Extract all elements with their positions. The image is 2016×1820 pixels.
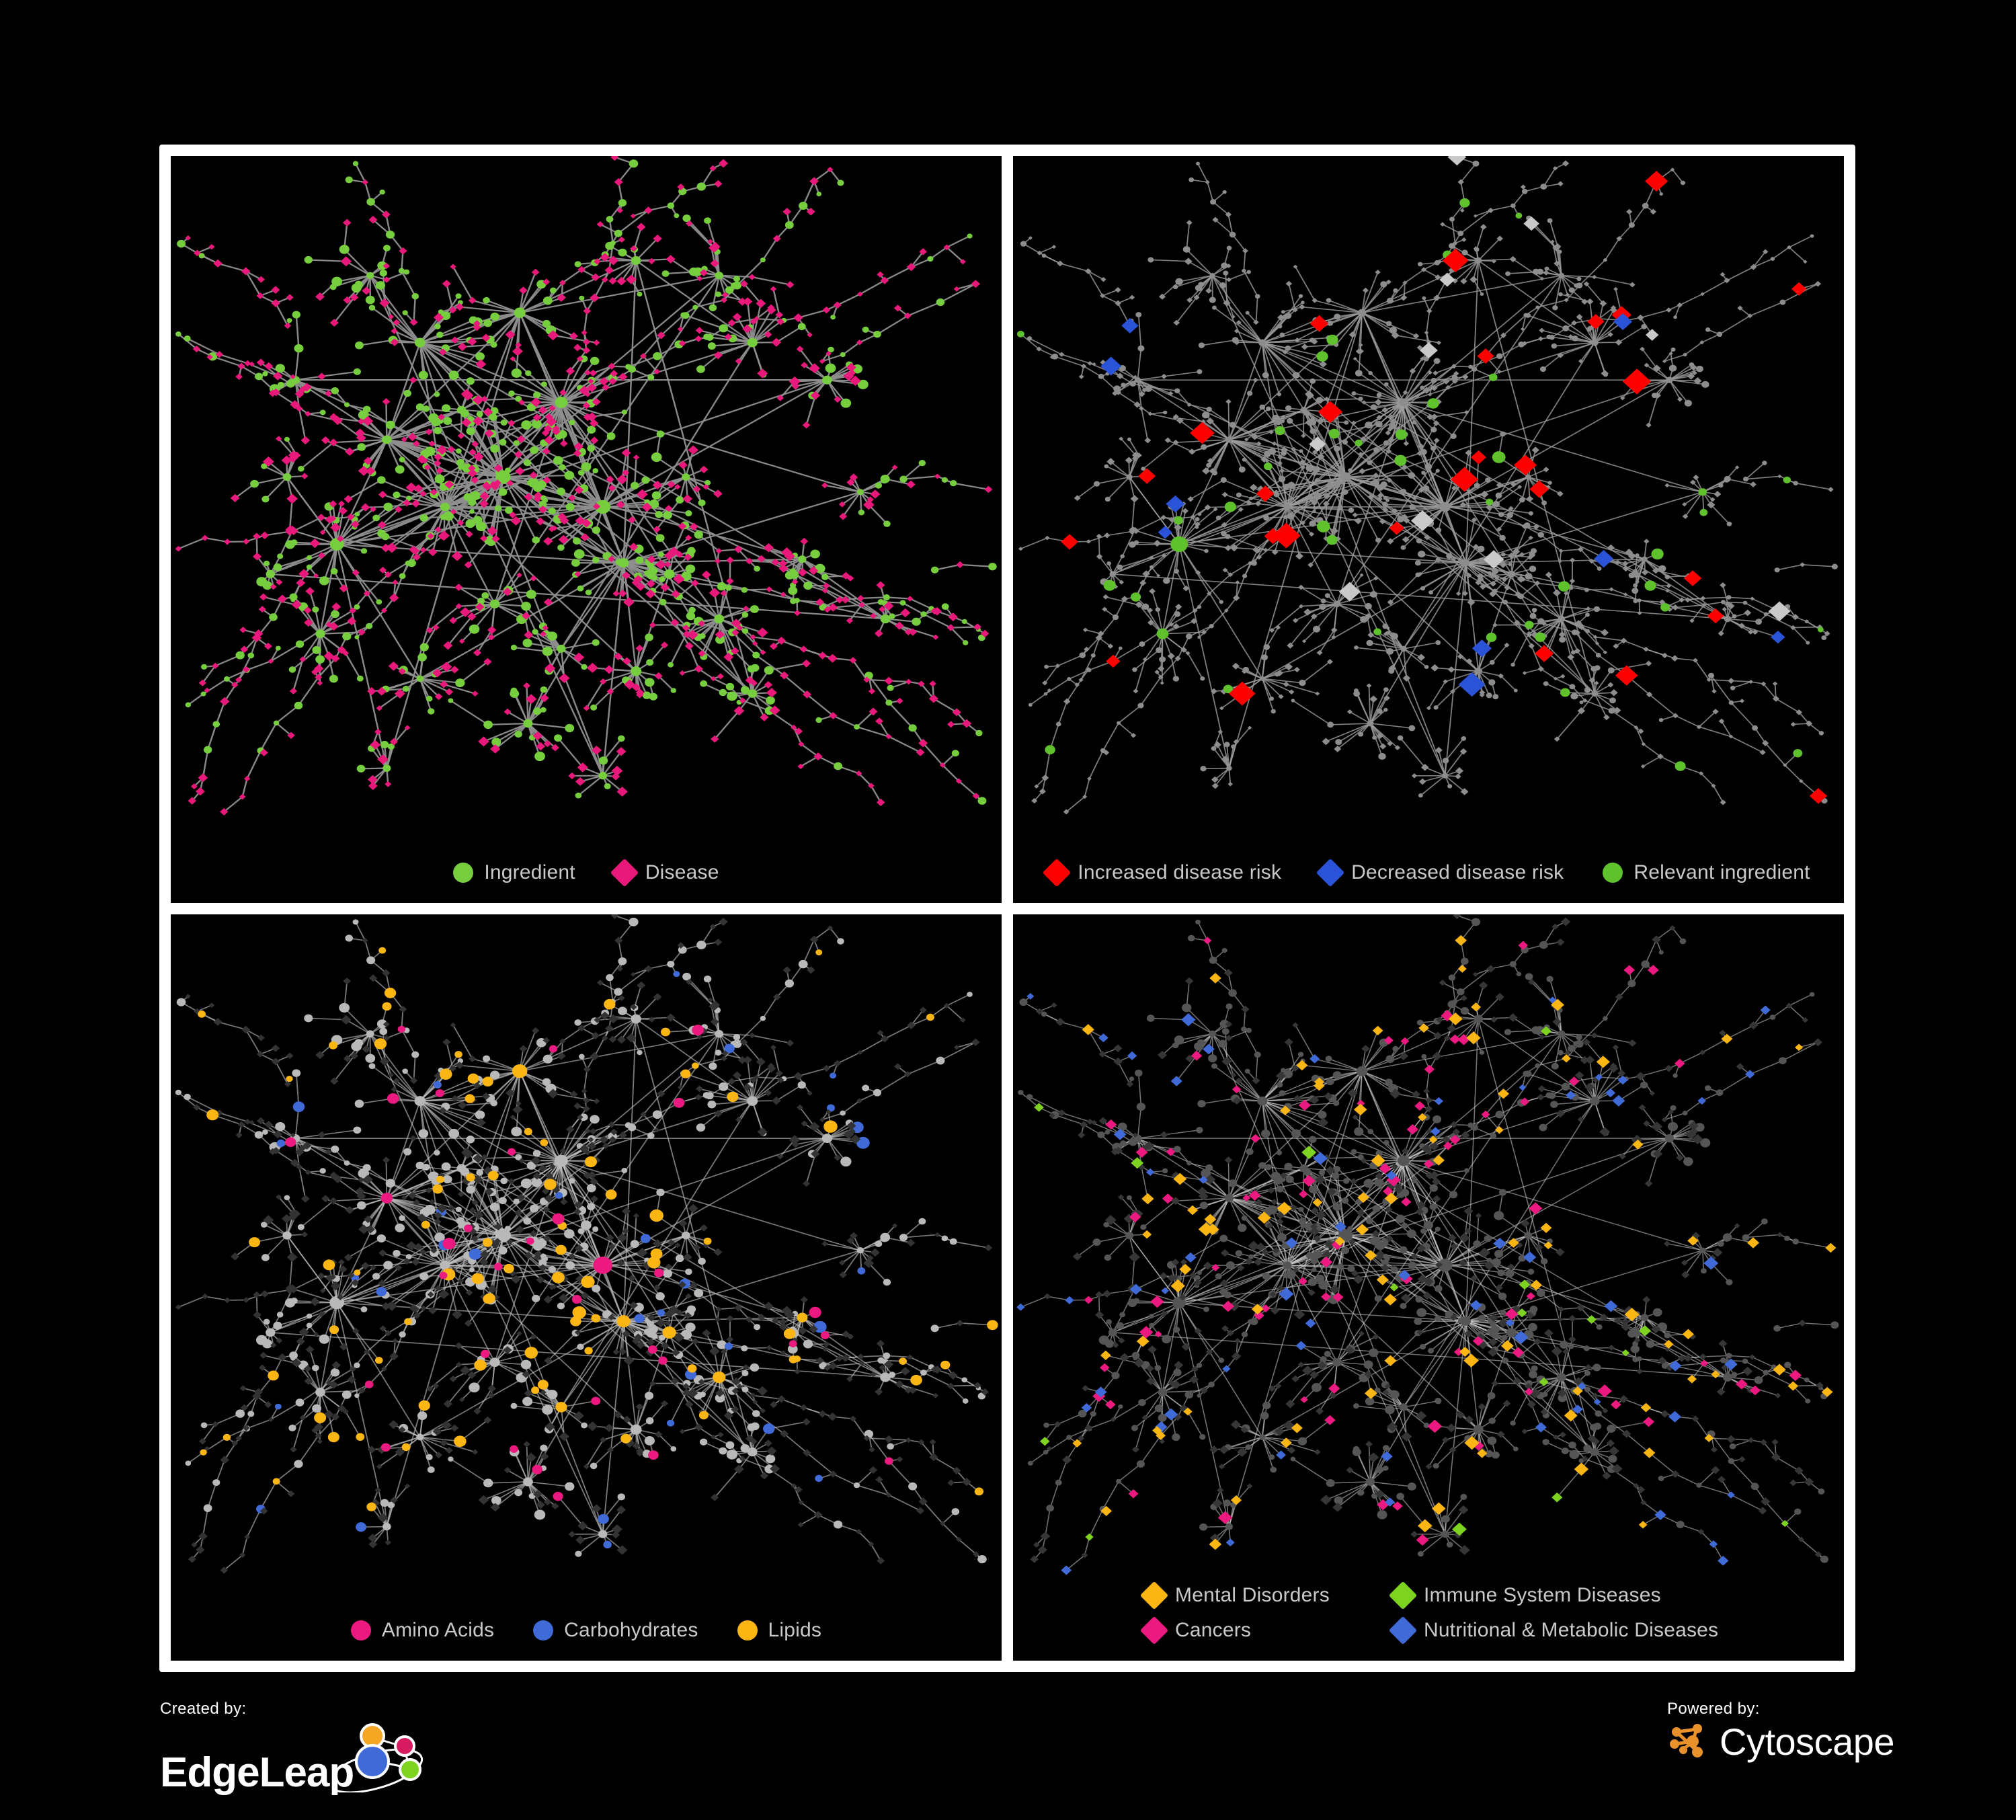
created-by-edgeleap[interactable]: Created by: EdgeLeap <box>160 1700 510 1814</box>
network-canvas-3[interactable] <box>171 914 1002 1661</box>
powered-by-cytoscape[interactable]: Powered by: <box>1667 1700 2003 1814</box>
cytoscape-wordmark: Cytoscape <box>1720 1720 1895 1763</box>
cytoscape-logo-icon <box>1670 1724 1703 1757</box>
powered-by-label: Powered by: <box>1667 1700 1760 1718</box>
edgeleap-wordmark: EdgeLeap <box>160 1749 354 1796</box>
network-figure-grid: Ingredient Disease Increased disease ris… <box>159 145 1855 1672</box>
edgeleap-logo-icon <box>333 1723 424 1792</box>
panel-disease-class[interactable]: Mental Disorders Immune System Diseases … <box>1013 914 1844 1661</box>
created-by-label: Created by: <box>160 1700 247 1718</box>
panel-disease-risk[interactable]: Increased disease risk Decreased disease… <box>1013 156 1844 903</box>
panel-ingredient-disease[interactable]: Ingredient Disease <box>171 156 1002 903</box>
network-canvas-2[interactable] <box>1013 156 1844 903</box>
panel-ingredient-class[interactable]: Amino Acids Carbohydrates Lipids <box>171 914 1002 1661</box>
network-canvas-1[interactable] <box>171 156 1002 903</box>
network-canvas-4[interactable] <box>1013 914 1844 1661</box>
